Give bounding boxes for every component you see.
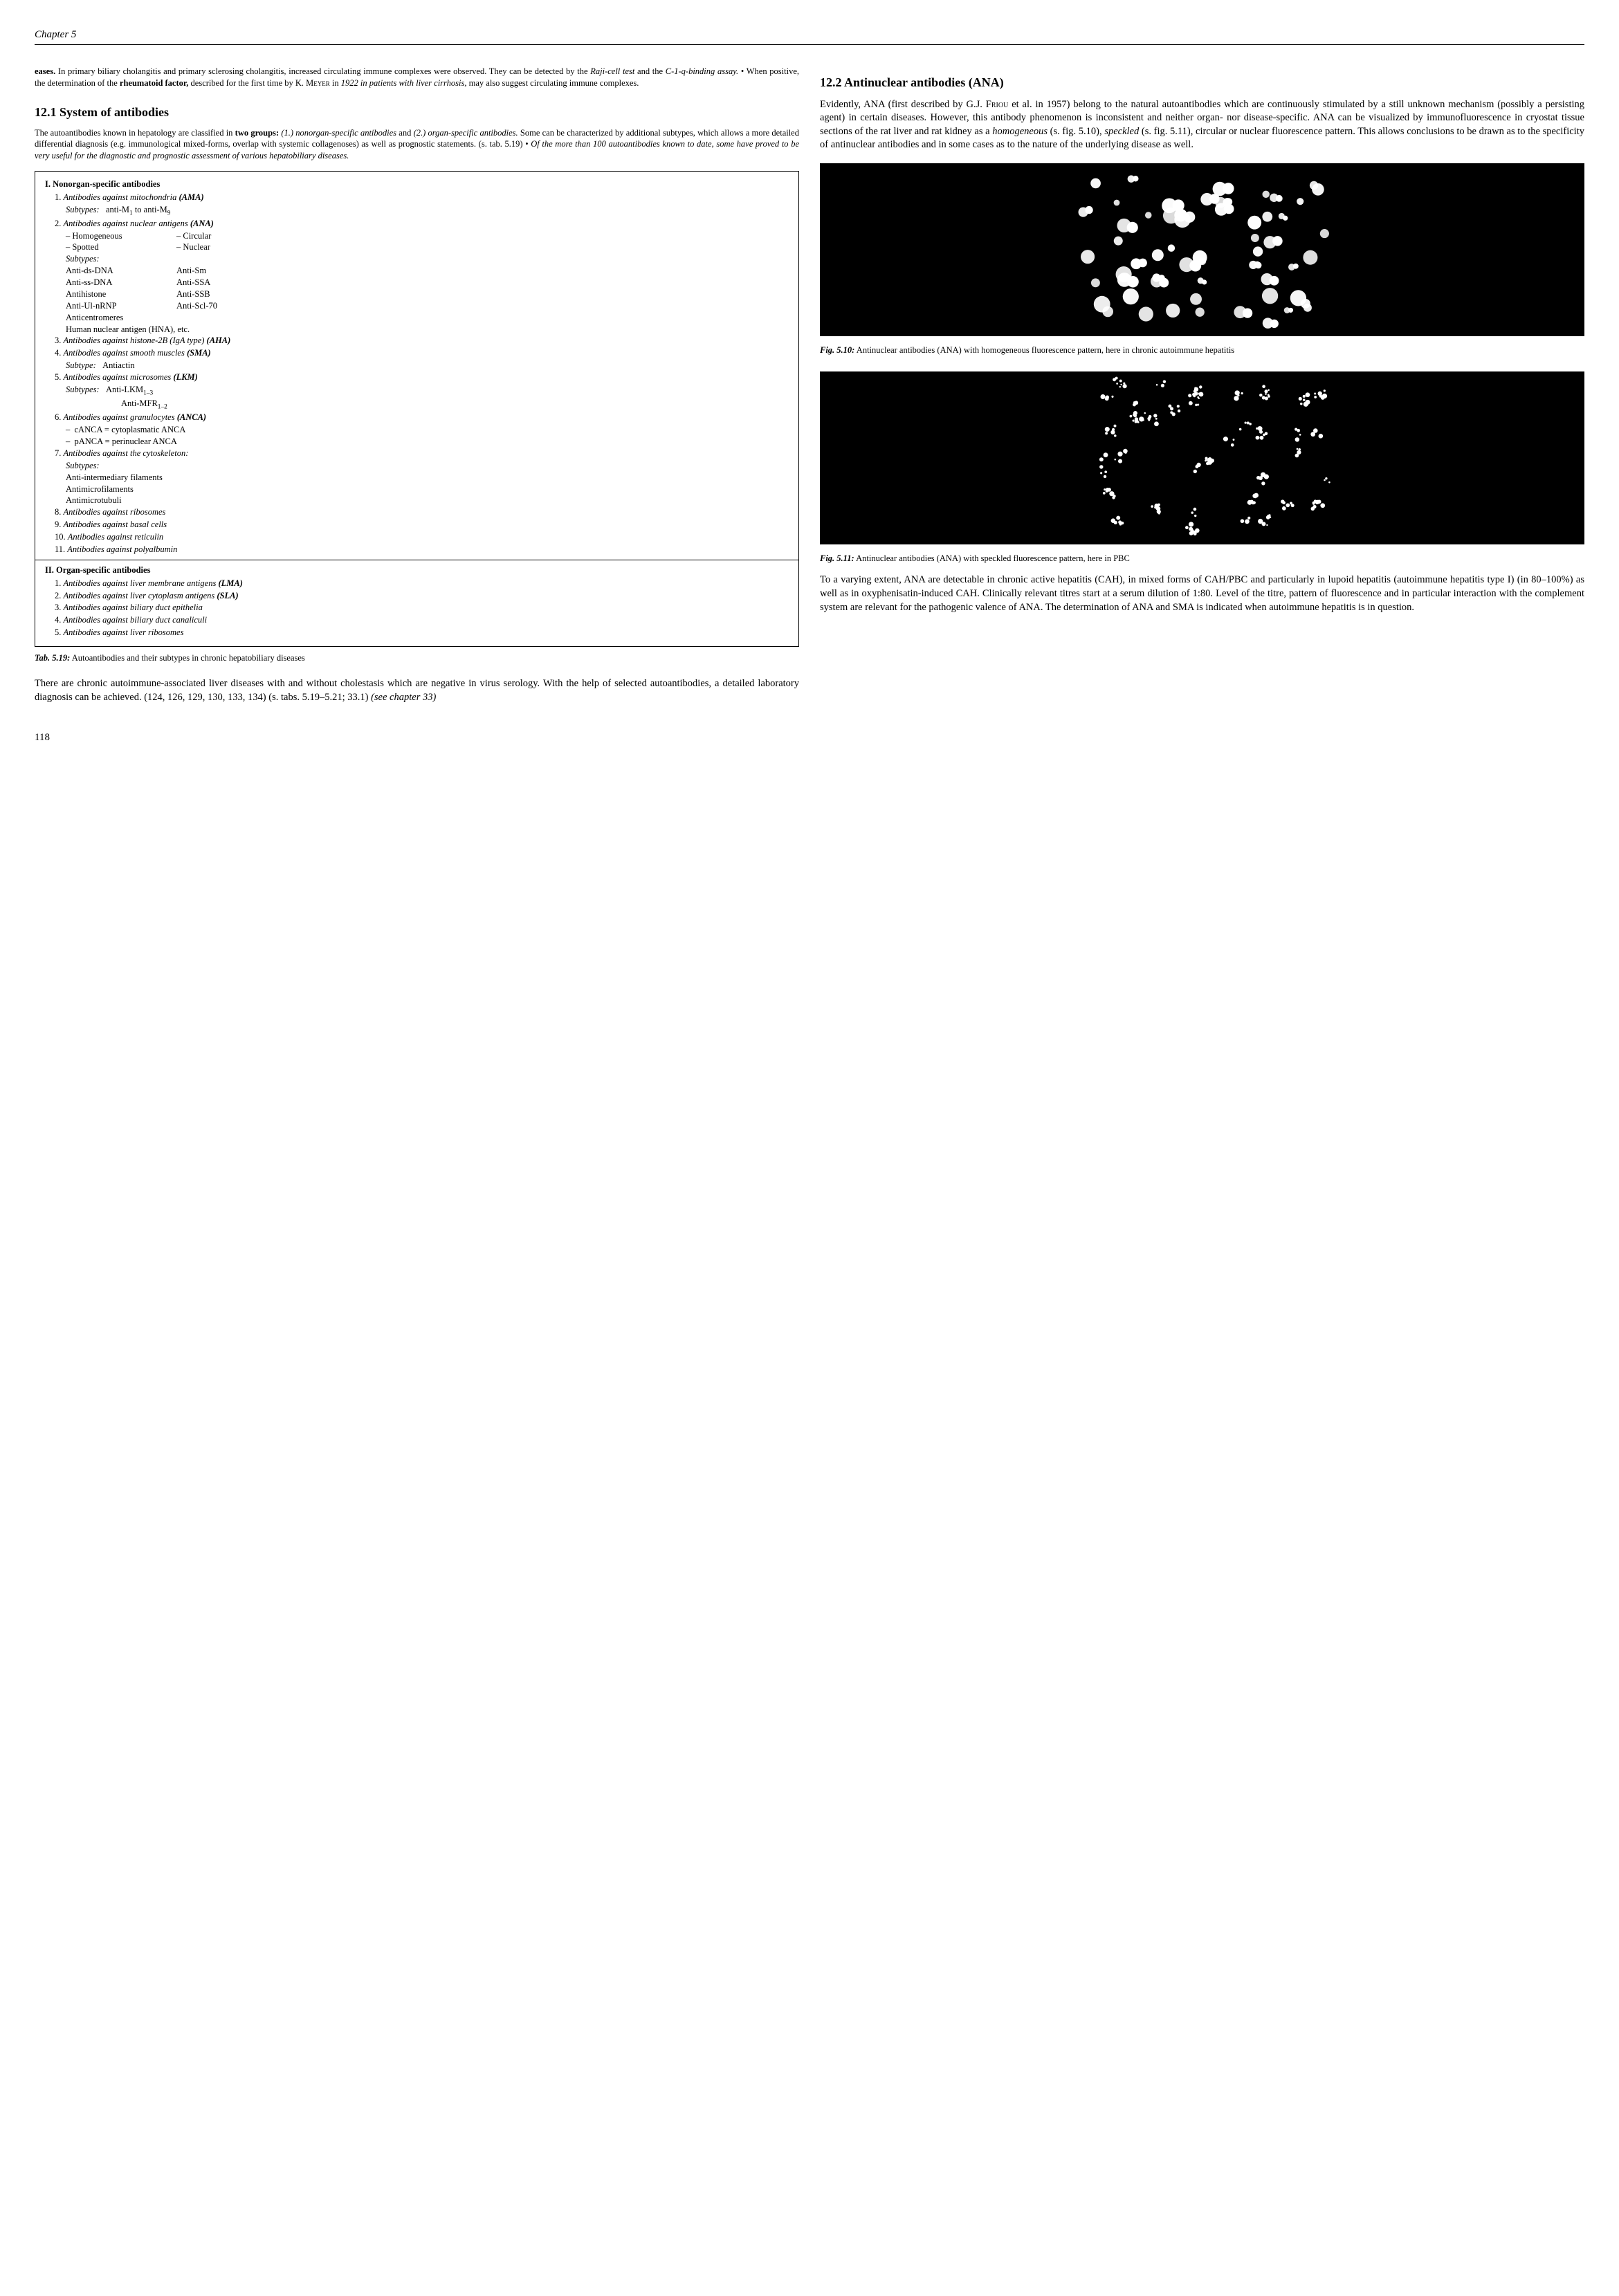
- antibody-subline: Anticentromeres: [55, 312, 789, 324]
- nonorgan-antibody-list: 1. Antibodies against mitochondria (AMA)…: [45, 192, 789, 555]
- antibody-subline: Human nuclear antigen (HNA), etc.: [55, 324, 789, 336]
- antibody-subline: Anti-ds-DNAAnti-Sm: [55, 265, 789, 277]
- figure-5-11: [820, 371, 1584, 544]
- box-section-2-header: II. Organ-specific antibodies: [45, 564, 789, 576]
- antibody-subline: – Spotted– Nuclear: [55, 241, 789, 253]
- antibody-subline: Subtypes:: [55, 253, 789, 265]
- antibody-subline: Antimicrofilaments: [55, 484, 789, 495]
- box-section-1-header: I. Nonorgan-specific antibodies: [45, 178, 789, 190]
- antibody-subline: – cANCA = cytoplasmatic ANCA: [55, 424, 789, 436]
- antibody-item: 2. Antibodies against liver cytoplasm an…: [55, 590, 789, 602]
- antibody-subline: Subtypes: anti-M1 to anti-M9: [55, 204, 789, 218]
- antibody-item: 11. Antibodies against polyalbumin: [55, 544, 789, 555]
- antibody-item: 9. Antibodies against basal cells: [55, 519, 789, 531]
- antibody-subline: AntihistoneAnti-SSB: [55, 288, 789, 300]
- section-12-1-intro: The autoantibodies known in hepatology a…: [35, 127, 799, 161]
- antibody-subline: – Homogeneous– Circular: [55, 230, 789, 242]
- table-5-19-box: I. Nonorgan-specific antibodies 1. Antib…: [35, 171, 799, 647]
- antibody-subline: Subtype: Antiactin: [55, 360, 789, 371]
- antibody-subline: Anti-MFR1–2: [55, 398, 789, 412]
- two-column-layout: eases. In primary biliary cholangitis an…: [35, 66, 1584, 710]
- antibody-item: 5. Antibodies against liver ribosomes: [55, 627, 789, 639]
- antibody-item: 7. Antibodies against the cytoskeleton:: [55, 448, 789, 459]
- left-column: eases. In primary biliary cholangitis an…: [35, 66, 799, 710]
- antibody-subline: Anti-intermediary filaments: [55, 472, 789, 484]
- fig-5-10-caption: Fig. 5.10: Antinuclear antibodies (ANA) …: [820, 345, 1584, 356]
- antibody-item: 1. Antibodies against liver membrane ant…: [55, 578, 789, 589]
- antibody-item: 6. Antibodies against granulocytes (ANCA…: [55, 412, 789, 423]
- antibody-item: 2. Antibodies against nuclear antigens (…: [55, 218, 789, 230]
- section-12-2-p2: To a varying extent, ANA are detectable …: [820, 573, 1584, 614]
- antibody-subline: Anti-Ul-nRNPAnti-Scl-70: [55, 300, 789, 312]
- tab-5-19-caption: Tab. 5.19: Autoantibodies and their subt…: [35, 652, 799, 663]
- antibody-item: 8. Antibodies against ribosomes: [55, 506, 789, 518]
- antibody-item: 4. Antibodies against smooth muscles (SM…: [55, 347, 789, 359]
- antibody-subline: Anti-ss-DNAAnti-SSA: [55, 277, 789, 288]
- intro-paragraph: eases. In primary biliary cholangitis an…: [35, 66, 799, 89]
- antibody-subline: Subtypes:: [55, 460, 789, 472]
- section-12-2-p1: Evidently, ANA (first described by G.J. …: [820, 98, 1584, 152]
- right-column: 12.2 Antinuclear antibodies (ANA) Eviden…: [820, 66, 1584, 710]
- section-12-2-heading: 12.2 Antinuclear antibodies (ANA): [820, 74, 1584, 91]
- fig-5-11-caption: Fig. 5.11: Antinuclear antibodies (ANA) …: [820, 553, 1584, 564]
- antibody-subline: Subtypes: Anti-LKM1–3: [55, 384, 789, 398]
- chapter-header: Chapter 5: [35, 28, 1584, 45]
- antibody-item: 1. Antibodies against mitochondria (AMA): [55, 192, 789, 203]
- antibody-item: 10. Antibodies against reticulin: [55, 531, 789, 543]
- figure-5-10: [820, 163, 1584, 336]
- page-number: 118: [35, 731, 1584, 744]
- left-closing-paragraph: There are chronic autoimmune-associated …: [35, 677, 799, 704]
- antibody-item: 5. Antibodies against microsomes (LKM): [55, 371, 789, 383]
- antibody-subline: Antimicrotubuli: [55, 495, 789, 506]
- antibody-item: 4. Antibodies against biliary duct canal…: [55, 614, 789, 626]
- section-12-1-heading: 12.1 System of antibodies: [35, 104, 799, 120]
- antibody-subline: – pANCA = perinuclear ANCA: [55, 436, 789, 448]
- antibody-item: 3. Antibodies against histone-2B (IgA ty…: [55, 335, 789, 347]
- antibody-item: 3. Antibodies against biliary duct epith…: [55, 602, 789, 614]
- organ-antibody-list: 1. Antibodies against liver membrane ant…: [45, 578, 789, 639]
